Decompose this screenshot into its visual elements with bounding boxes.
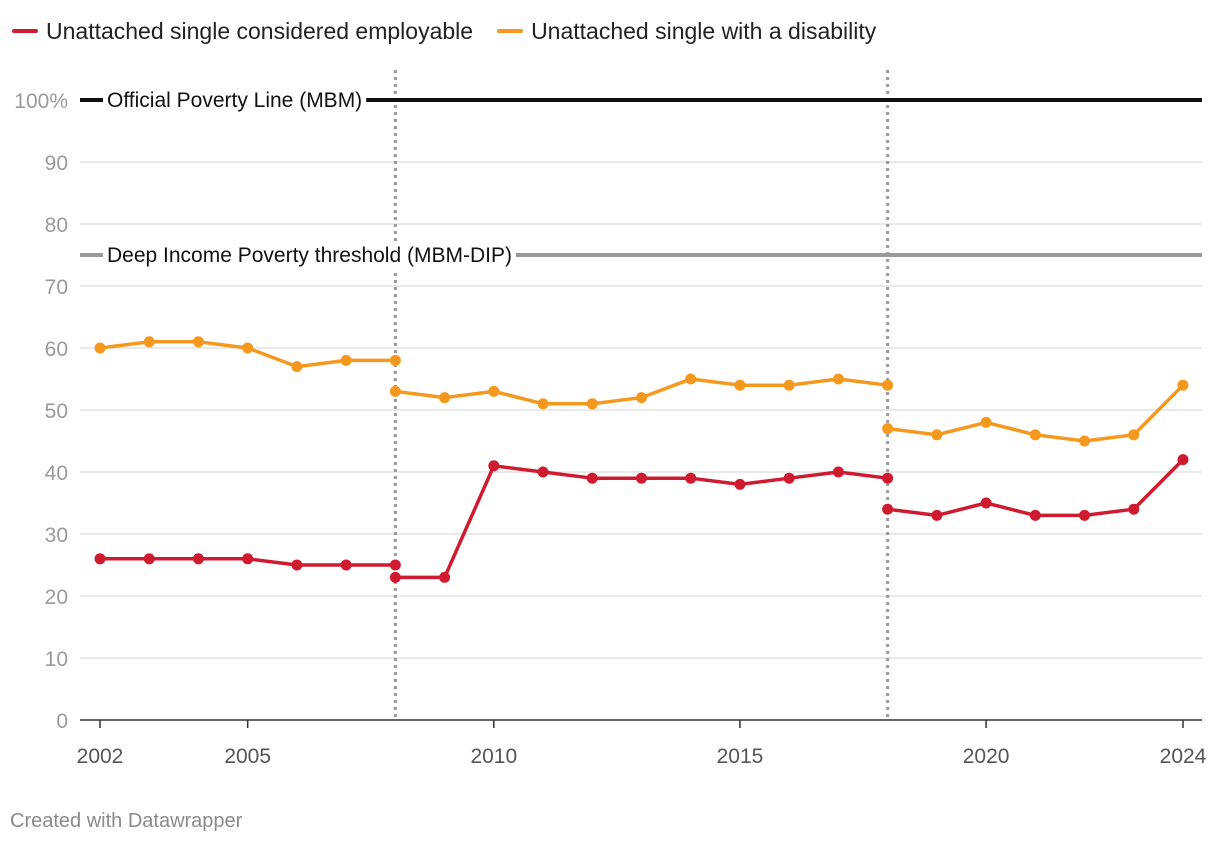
series-0-point-2013-1 [636,472,647,484]
series-0-point-2007-0 [340,559,352,571]
series-1-point-2003-0 [143,336,155,348]
series-1-point-2002-0 [94,342,106,354]
legend: Unattached single considered employable … [12,14,876,48]
series-1-point-2021-2 [1029,429,1041,441]
series-0-point-2015-1 [734,478,746,490]
line-chart: Official Poverty Line (MBM) Deep Income P… [14,70,1207,768]
series-1-point-2022-2 [1079,435,1091,447]
series-1-point-2006-0 [291,361,303,373]
legend-label-disability: Unattached single with a disability [531,17,877,44]
y-tick-label-20: 20 [45,586,68,609]
series-0-point-2010-1 [488,460,500,472]
series-1-point-2024-2 [1177,379,1189,391]
series-0 [94,454,1189,583]
series-1-point-2017-1 [832,373,844,385]
series-0-point-2016-1 [783,472,795,484]
series-1-point-2010-1 [488,385,500,397]
legend-item-employable[interactable]: Unattached single considered employable [12,18,473,45]
y-tick-label-100: 100% [14,90,68,113]
series-layer [94,336,1189,583]
reference-label-bg-0 [103,86,367,114]
y-tick-label-90: 90 [45,152,68,175]
series-0-point-2019-2 [931,509,943,521]
series-1-point-2013-1 [636,392,647,404]
datawrapper-credit[interactable]: Created with Datawrapper [10,810,243,832]
series-0-point-2005-0 [242,553,254,565]
series-0-point-2014-1 [685,472,697,484]
series-0-point-2003-0 [143,553,155,565]
legend-item-disability[interactable]: Unattached single with a disability [497,18,876,45]
series-1-point-2018-2 [882,423,894,435]
series-0-point-2012-1 [586,472,598,484]
series-0-point-2011-1 [537,466,549,478]
y-tick-label-30: 30 [45,524,68,547]
reference-label-bg-1 [103,241,516,269]
series-0-point-2008-1 [389,571,401,583]
series-0-point-2020-2 [980,497,992,509]
series-1-point-2011-1 [537,398,549,410]
y-tick-label-50: 50 [45,400,68,423]
reference-lines: Official Poverty Line (MBM) Deep Income P… [80,86,1202,269]
series-0-point-2022-2 [1079,509,1091,521]
series-1-point-2020-2 [980,416,992,428]
series-1-point-2018-1 [882,379,894,391]
axes: 0 10 20 30 40 50 60 70 80 90 100% 2002 2005 2010 2015 2… [14,90,1206,768]
grid-layer [80,99,1202,659]
legend-swatch-employable [12,29,38,33]
y-tick-label-40: 40 [45,462,68,485]
series-0-point-2009-1 [439,571,451,583]
reference-label-1: Deep Income Poverty threshold (MBM-DIP) [107,244,512,267]
reference-line-0: Official Poverty Line (MBM) [80,86,1202,114]
y-tick-label-80: 80 [45,214,68,237]
x-tick-label-2002: 2002 [77,745,124,768]
y-tick-label-60: 60 [45,338,68,361]
legend-swatch-disability [497,29,524,33]
series-0-point-2017-1 [832,466,844,478]
series-1-point-2009-1 [439,392,451,404]
series-1-point-2007-0 [340,354,352,366]
y-tick-label-0: 0 [56,710,68,733]
series-1-point-2004-0 [192,336,204,348]
series-0-point-2002-0 [94,553,106,565]
series-1-point-2015-1 [734,379,746,391]
series-1-point-2008-0 [389,354,401,366]
series-1-point-2012-1 [586,398,598,410]
reference-line-1: Deep Income Poverty threshold (MBM-DIP) [80,241,1202,269]
series-1-point-2023-2 [1128,429,1140,441]
reference-label-0: Official Poverty Line (MBM) [107,89,362,112]
x-tick-label-2024: 2024 [1160,745,1207,768]
series-1-point-2016-1 [783,379,795,391]
y-tick-label-10: 10 [45,648,68,671]
series-0-point-2008-0 [389,559,401,571]
x-tick-label-2020: 2020 [963,745,1010,768]
series-1-point-2005-0 [242,342,254,354]
series-0-point-2018-2 [882,503,894,515]
y-tick-label-70: 70 [45,276,68,299]
series-0-point-2018-1 [882,472,894,484]
x-tick-label-2005: 2005 [224,745,271,768]
x-tick-label-2010: 2010 [470,745,517,768]
series-0-point-2006-0 [291,559,303,571]
series-0-point-2021-2 [1029,509,1041,521]
series-1-point-2008-1 [389,385,401,397]
x-tick-label-2015: 2015 [717,745,764,768]
series-0-point-2023-2 [1128,503,1140,515]
series-0-point-2004-0 [192,553,204,565]
series-1-point-2014-1 [685,373,697,385]
series-1 [94,336,1189,447]
series-0-point-2024-2 [1177,454,1189,466]
legend-label-employable: Unattached single considered employable [46,17,474,44]
series-1-point-2019-2 [931,429,943,441]
